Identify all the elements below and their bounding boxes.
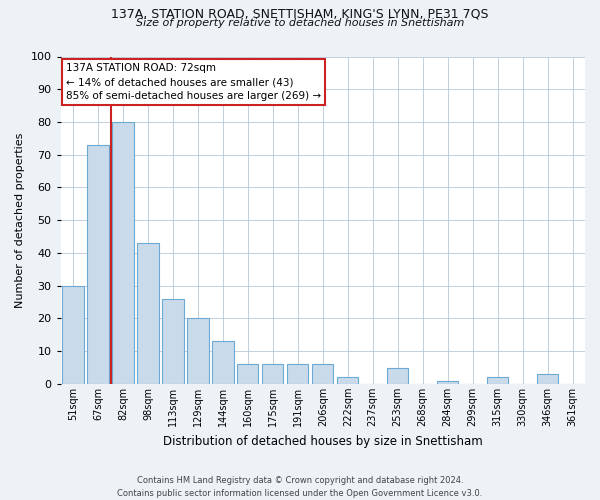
Text: 137A STATION ROAD: 72sqm
← 14% of detached houses are smaller (43)
85% of semi-d: 137A STATION ROAD: 72sqm ← 14% of detach…	[66, 63, 321, 101]
Bar	[88, 145, 109, 384]
Bar	[487, 378, 508, 384]
Text: Size of property relative to detached houses in Snettisham: Size of property relative to detached ho…	[136, 18, 464, 28]
Bar	[112, 122, 134, 384]
Bar	[163, 299, 184, 384]
Bar	[537, 374, 558, 384]
Bar	[137, 243, 158, 384]
Bar	[387, 368, 409, 384]
Bar	[437, 380, 458, 384]
Bar	[337, 378, 358, 384]
Bar	[62, 286, 83, 384]
Text: Contains HM Land Registry data © Crown copyright and database right 2024.
Contai: Contains HM Land Registry data © Crown c…	[118, 476, 482, 498]
Bar	[262, 364, 283, 384]
Bar	[237, 364, 259, 384]
X-axis label: Distribution of detached houses by size in Snettisham: Distribution of detached houses by size …	[163, 434, 482, 448]
Bar	[187, 318, 209, 384]
Y-axis label: Number of detached properties: Number of detached properties	[15, 132, 25, 308]
Bar	[312, 364, 334, 384]
Bar	[287, 364, 308, 384]
Text: 137A, STATION ROAD, SNETTISHAM, KING'S LYNN, PE31 7QS: 137A, STATION ROAD, SNETTISHAM, KING'S L…	[111, 8, 489, 20]
Bar	[212, 342, 233, 384]
